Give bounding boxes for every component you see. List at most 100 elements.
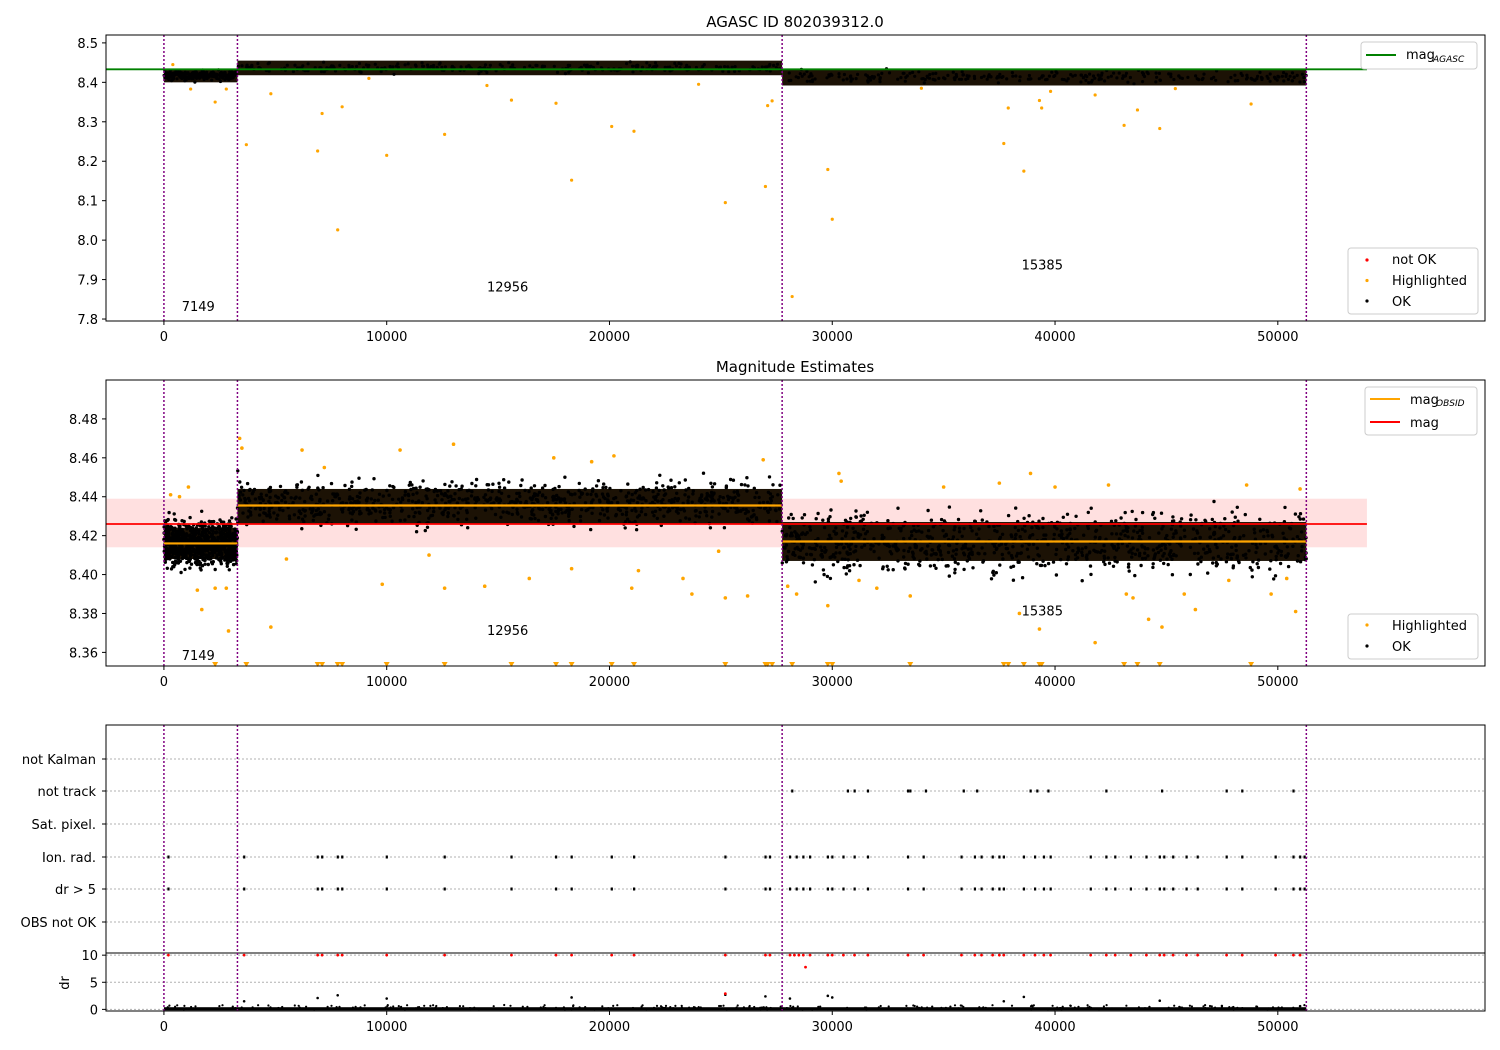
dr-ok-point	[183, 1004, 186, 1008]
ok-point	[1166, 562, 1170, 567]
ok-point	[1298, 80, 1302, 84]
ok-point	[957, 530, 962, 534]
highlighted-point	[186, 485, 191, 489]
dr-not-ok-point	[570, 953, 574, 957]
dr-ok-point	[582, 1007, 585, 1010]
ok-point	[510, 512, 514, 517]
ok-point	[718, 495, 722, 499]
ok-point	[631, 70, 635, 74]
flag-marker	[980, 887, 983, 891]
dr-ok-point	[1210, 1005, 1213, 1008]
ok-point	[1263, 552, 1268, 556]
ok-point	[1099, 73, 1104, 77]
ok-point	[204, 553, 208, 557]
ok-point	[289, 496, 293, 500]
ok-point	[1123, 533, 1127, 538]
flag-marker	[1105, 887, 1108, 891]
ok-point	[770, 495, 775, 499]
dr-ok-point	[1046, 1008, 1049, 1011]
ok-point	[433, 498, 437, 502]
ok-point	[608, 486, 612, 491]
ok-point	[218, 558, 222, 562]
panel-title: Magnitude Estimates	[716, 358, 874, 376]
ok-point	[932, 552, 936, 556]
ok-point	[911, 70, 915, 74]
ok-point	[321, 486, 325, 490]
dr-ok-point	[616, 1004, 619, 1007]
ok-point	[805, 69, 809, 73]
ok-point	[1131, 546, 1135, 550]
highlighted-point	[830, 217, 834, 221]
flag-marker	[909, 789, 912, 793]
ok-point	[594, 492, 598, 497]
ok-point	[784, 534, 788, 538]
flag-marker	[764, 887, 767, 891]
ok-point	[364, 498, 369, 502]
flag-marker	[243, 855, 246, 859]
ok-point	[388, 484, 392, 488]
dr-ok-point	[218, 1005, 221, 1008]
flag-marker	[907, 855, 910, 859]
ok-point	[1300, 72, 1304, 76]
ok-point	[802, 72, 806, 76]
ok-point	[245, 65, 249, 69]
ok-point	[532, 484, 537, 488]
ok-point	[1286, 564, 1291, 569]
ok-point	[1134, 517, 1138, 522]
ok-point	[580, 491, 584, 496]
ok-point	[626, 482, 630, 486]
ok-point	[1155, 546, 1159, 550]
highlighted-point	[320, 111, 324, 116]
ok-point	[182, 519, 186, 524]
ok-point	[1295, 535, 1300, 539]
flag-marker	[555, 855, 558, 859]
ok-point	[1212, 530, 1217, 535]
flag-marker	[316, 855, 319, 859]
ok-point	[698, 510, 702, 515]
ok-point	[198, 555, 202, 560]
ok-point	[652, 514, 656, 518]
ok-point	[829, 536, 833, 541]
below-range-marker	[907, 662, 914, 667]
dr-ok-point	[1267, 1007, 1270, 1010]
highlighted-point	[213, 586, 217, 590]
ok-point	[882, 535, 886, 540]
ok-point	[1069, 73, 1073, 77]
dr-ok-point	[462, 1005, 465, 1008]
ok-point	[1135, 530, 1140, 535]
ok-point	[1178, 520, 1182, 524]
ok-point	[812, 557, 817, 562]
ok-point	[1103, 562, 1107, 567]
ok-point	[1109, 74, 1113, 78]
ok-point	[165, 73, 169, 77]
highlighted-point	[1182, 592, 1187, 596]
ok-point	[466, 501, 470, 505]
ok-point	[492, 501, 496, 505]
highlighted-point	[269, 92, 273, 96]
ok-point	[202, 74, 206, 78]
ok-point	[1121, 76, 1125, 80]
ok-point	[180, 529, 184, 533]
x-tick-label: 50000	[1257, 1020, 1298, 1035]
ok-point	[1113, 555, 1117, 560]
ok-point	[931, 525, 936, 529]
ok-point	[1194, 74, 1198, 78]
ok-point	[1165, 533, 1169, 538]
ok-point	[598, 500, 602, 504]
ok-point	[188, 566, 192, 570]
ok-point	[523, 488, 527, 493]
legend-label-mag-agasc: mag	[1406, 48, 1435, 63]
ok-point	[1206, 571, 1210, 575]
ok-point	[977, 552, 981, 556]
ok-point	[556, 507, 561, 512]
ok-point	[1239, 71, 1243, 76]
ok-point	[859, 514, 863, 518]
flag-marker	[336, 855, 339, 859]
ok-point	[1223, 527, 1228, 532]
ok-point	[663, 65, 667, 69]
ok-point	[1258, 529, 1263, 533]
ok-point	[212, 526, 217, 530]
ok-point	[791, 550, 796, 555]
dr-ok-point	[392, 1005, 395, 1008]
ok-point	[443, 65, 447, 69]
